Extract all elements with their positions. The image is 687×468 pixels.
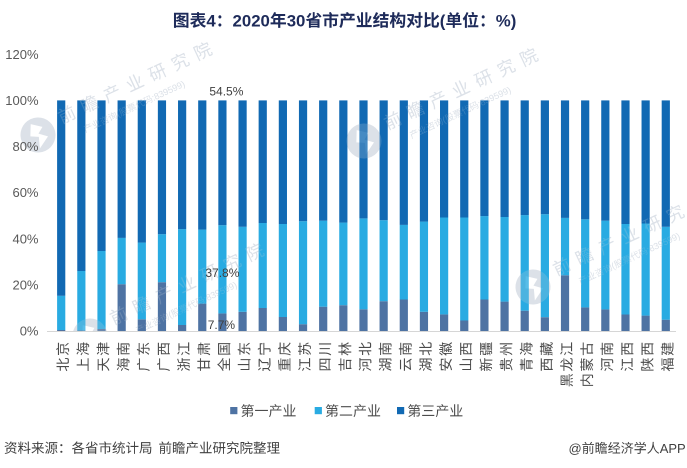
svg-text:100%: 100% <box>5 93 39 108</box>
svg-text:%): %) <box>496 11 517 30</box>
svg-text:37.8%: 37.8% <box>205 266 239 280</box>
svg-text:30: 30 <box>287 11 306 30</box>
svg-text:APP: APP <box>660 441 686 456</box>
svg-text:40%: 40% <box>12 231 38 246</box>
svg-text:0%: 0% <box>20 324 39 339</box>
svg-text:54.5%: 54.5% <box>209 84 243 98</box>
svg-text:4: 4 <box>206 11 216 30</box>
svg-text:80%: 80% <box>12 139 38 154</box>
svg-text:2020: 2020 <box>233 11 270 30</box>
svg-text:20%: 20% <box>12 278 38 293</box>
svg-text:120%: 120% <box>5 47 39 62</box>
svg-text:(: ( <box>440 11 446 30</box>
svg-text:60%: 60% <box>12 185 38 200</box>
svg-text:7.7%: 7.7% <box>208 318 236 332</box>
svg-text:@: @ <box>569 441 582 456</box>
